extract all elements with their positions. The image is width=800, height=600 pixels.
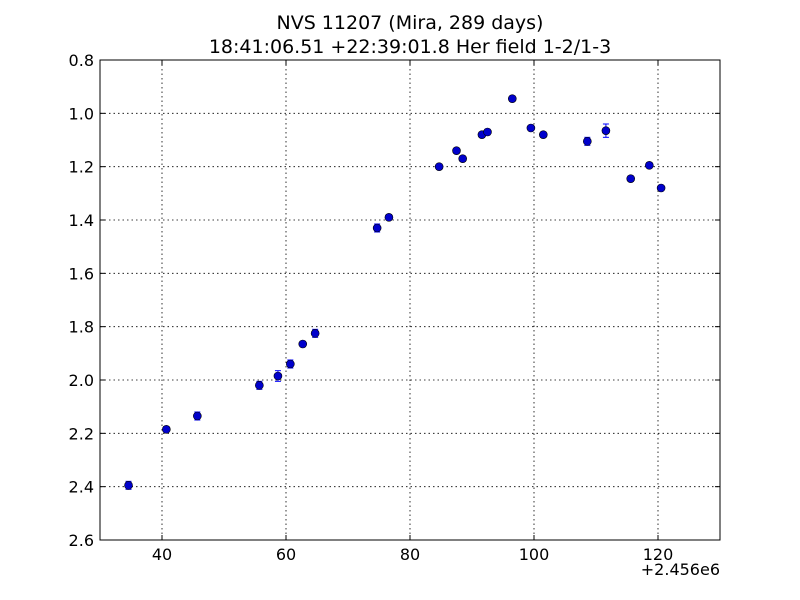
point-marker (538, 130, 548, 139)
point-marker (310, 329, 320, 338)
point-marker (626, 174, 636, 183)
data-point (372, 223, 382, 233)
data-point (162, 425, 171, 434)
data-point (656, 183, 666, 193)
point-marker (255, 381, 264, 390)
data-point (458, 154, 468, 163)
data-point (384, 213, 394, 222)
point-marker (286, 359, 295, 369)
point-marker (162, 425, 171, 434)
point-marker (124, 481, 133, 490)
y-tick-label: 1.8 (69, 318, 94, 337)
point-marker (583, 137, 592, 146)
y-tick-label: 1.4 (69, 211, 94, 230)
y-tick-label: 0.8 (69, 51, 94, 70)
data-point (255, 380, 264, 390)
point-marker (526, 123, 536, 133)
plot-area-frame (99, 59, 721, 541)
data-point (298, 339, 308, 349)
chart-subtitle: 18:41:06.51 +22:39:01.8 Her field 1-2/1-… (209, 36, 611, 58)
data-point (193, 411, 202, 421)
data-point (434, 162, 444, 171)
data-point (626, 174, 636, 183)
y-tick-label: 1.6 (69, 264, 94, 283)
data-point (273, 370, 283, 382)
x-tick-label: 100 (519, 545, 550, 564)
y-tick-label: 2.2 (69, 424, 94, 443)
data-point (538, 130, 548, 139)
y-tick-label: 2.6 (69, 531, 94, 550)
data-point (483, 127, 492, 137)
data-point (286, 359, 295, 369)
point-marker (298, 339, 308, 349)
chart-title: NVS 11207 (Mira, 289 days) (277, 12, 544, 34)
data-point (507, 94, 517, 103)
point-marker (601, 126, 611, 135)
point-marker (384, 213, 394, 222)
point-marker (273, 371, 283, 381)
data-point (601, 123, 611, 138)
x-tick-label: 120 (643, 545, 674, 564)
point-marker (193, 411, 202, 421)
point-marker (434, 162, 444, 171)
data-point (452, 146, 461, 155)
grid-lines (100, 60, 720, 540)
x-tick-label: 40 (152, 545, 172, 564)
y-tick-label: 1.0 (69, 104, 94, 123)
point-marker (458, 154, 468, 163)
x-tick-label: 60 (276, 545, 296, 564)
y-tick-label: 1.2 (69, 158, 94, 177)
data-point (526, 123, 536, 133)
y-tick-label: 2.4 (69, 478, 94, 497)
point-marker (452, 146, 461, 155)
data-point (583, 136, 592, 146)
x-tick-label: 80 (400, 545, 420, 564)
data-point (310, 328, 320, 338)
point-marker (656, 183, 666, 193)
y-tick-label: 2.0 (69, 371, 94, 390)
point-marker (372, 223, 382, 233)
data-point (124, 480, 133, 490)
point-marker (507, 94, 517, 103)
data-points (124, 94, 666, 490)
tick-labels: 40 60 80 100 120 0.8 1.0 1.2 1.4 1.6 1.8 2.0 2.2 2.4 2… (69, 51, 674, 564)
x-offset-label: +2.456e6 (641, 560, 720, 579)
data-point (645, 161, 654, 170)
point-marker (645, 161, 654, 170)
point-marker (483, 127, 492, 137)
